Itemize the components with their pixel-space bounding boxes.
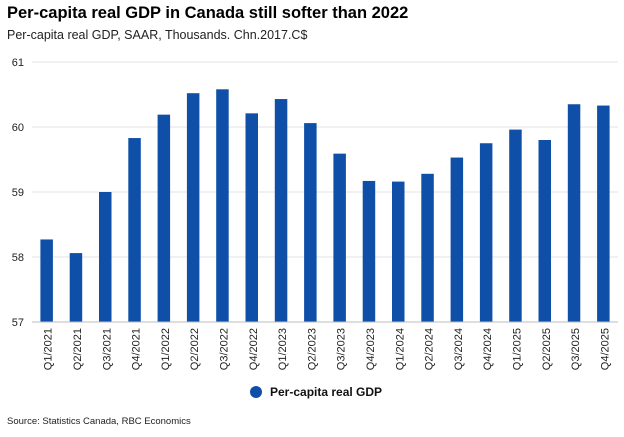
x-tick-label: Q1/2022 [160, 328, 172, 370]
y-tick-label: 57 [12, 317, 24, 329]
bar-q3-2025 [567, 104, 581, 322]
x-tick-label: Q3/2023 [336, 328, 348, 370]
x-tick-label: Q3/2022 [218, 328, 230, 370]
x-tick-label: Q2/2023 [306, 328, 318, 370]
bars [40, 89, 610, 323]
x-tick-label: Q1/2024 [394, 328, 406, 370]
bar-q3-2024 [450, 157, 464, 322]
y-tick-label: 61 [12, 57, 24, 69]
bar-q2-2024 [421, 173, 434, 322]
x-tick-label: Q4/2024 [482, 328, 494, 370]
gridlines [32, 61, 618, 258]
x-tick-label: Q1/2023 [277, 328, 289, 370]
bar-q2-2022 [186, 93, 200, 322]
bar-q4-2024 [479, 143, 493, 322]
legend: Per-capita real GDP [250, 385, 382, 399]
x-tick-label: Q3/2021 [101, 328, 113, 370]
x-tick-label: Q2/2022 [189, 328, 201, 370]
bar-q2-2025 [538, 140, 551, 322]
x-tick-label: Q4/2021 [131, 328, 143, 370]
x-tick-label: Q2/2021 [72, 328, 84, 370]
x-tick-label: Q4/2022 [248, 328, 260, 370]
bar-q3-2022 [216, 89, 229, 322]
x-tick-label: Q2/2024 [424, 328, 436, 370]
bar-q1-2024 [392, 181, 405, 322]
legend-swatch [250, 386, 262, 398]
bar-q4-2023 [362, 180, 376, 322]
bar-q1-2021 [40, 239, 53, 322]
bar-q3-2023 [333, 153, 346, 322]
bar-q2-2023 [304, 123, 317, 322]
bar-q3-2021 [99, 192, 112, 322]
bar-q4-2022 [245, 113, 258, 322]
x-axis-ticks: Q1/2021 Q2/2021 Q3/2021 Q4/2021 Q1/2022 Q2/20… [43, 328, 612, 370]
y-tick-label: 58 [12, 252, 24, 264]
x-tick-label: Q1/2021 [43, 328, 55, 370]
x-tick-label: Q4/2023 [365, 328, 377, 370]
bar-q1-2022 [157, 114, 171, 323]
bar-q4-2025 [597, 105, 610, 322]
x-tick-label: Q2/2025 [541, 328, 553, 370]
bar-q1-2023 [274, 99, 288, 322]
bar-q1-2025 [509, 129, 522, 322]
y-tick-label: 60 [12, 122, 24, 134]
bar-q2-2021 [69, 253, 83, 322]
source-note: Source: Statistics Canada, RBC Economics [7, 416, 191, 427]
x-tick-label: Q1/2025 [511, 328, 523, 370]
bar-q4-2021 [128, 138, 141, 322]
chart-subtitle: Per-capita real GDP, SAAR, Thousands. Ch… [7, 28, 308, 42]
x-tick-label: Q3/2025 [570, 328, 582, 370]
chart-title: Per-capita real GDP in Canada still soft… [7, 4, 409, 22]
y-axis-ticks: 57 58 59 60 61 [12, 57, 24, 329]
y-tick-label: 59 [12, 187, 24, 199]
legend-label: Per-capita real GDP [270, 385, 382, 399]
x-tick-label: Q3/2024 [453, 328, 465, 370]
x-tick-label: Q4/2025 [599, 328, 611, 370]
